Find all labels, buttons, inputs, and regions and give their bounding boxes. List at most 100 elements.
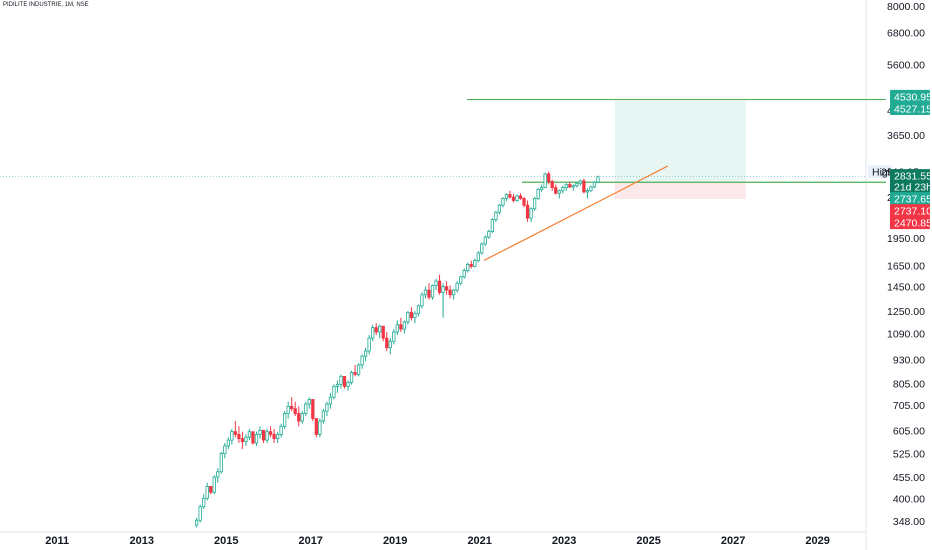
x-tick-label: 2025 [636,535,660,547]
candle-body [564,184,568,188]
candle-body [346,381,350,387]
candle-body [409,311,414,319]
high-label-bg [868,165,892,179]
candle-body [339,375,343,385]
entry-line-tag: 2737.10 [894,206,932,218]
x-tick-label: 2027 [721,535,745,547]
entry-line-tag-bg [890,204,930,218]
candle-body [374,327,378,333]
candle-body [335,383,340,387]
candle-body [427,289,431,298]
candle-body [547,173,551,182]
candle-body [279,425,283,435]
candle-body [265,431,269,441]
candle-body [596,176,600,183]
candle-body [466,264,470,271]
x-tick-label: 2015 [214,535,238,547]
candle-body [286,405,290,414]
candle-body [406,311,410,323]
candle-body [525,204,530,219]
stop-price-tag: 2470.85 [894,218,932,230]
y-tick-label: 6800.00 [887,28,925,40]
candle-body [501,198,505,206]
y-tick-label: 8000.00 [887,1,925,13]
candle-body [402,321,406,330]
candle-body [575,182,579,187]
candle-body [283,413,287,427]
candle-body [522,198,526,206]
candle-body [290,405,294,410]
current-price-tag-bg [890,169,930,183]
candle-body [452,289,456,296]
candle-body [434,280,438,286]
candle-body [483,236,487,245]
current-price-tag: 2831.55 [894,171,932,183]
countdown-tag-bg [890,180,930,194]
entry-price-tag: 2737.65 [894,194,932,206]
candle-body [367,337,371,352]
candle-body [571,185,575,188]
candle-body [363,350,368,357]
target-line-tag: 4527.15 [894,104,932,116]
candle-body [254,434,259,444]
target-line-tag-bg [890,102,930,116]
candle-body [240,438,245,442]
candle-body [205,486,209,499]
candle-body [592,181,597,188]
candle-body [589,186,593,192]
candle-body [578,180,582,184]
candle-body [261,429,266,441]
x-tick-label: 2013 [129,535,153,547]
candle-body [423,289,428,296]
candle-body [223,445,227,455]
y-tick-label: 1650.00 [887,260,925,272]
candle-body [568,184,572,188]
candle-body [490,219,494,232]
x-tick-label: 2017 [298,535,322,547]
profit-zone [614,99,746,183]
candle-body [416,305,421,315]
target-price-tag: 4530.95 [894,91,932,103]
candle-body [508,194,512,198]
candle-body [304,403,308,414]
candle-body [462,270,466,278]
candle-body [212,476,216,493]
candle-body [444,286,449,291]
y-tick-label: 455.00 [893,472,925,484]
candle-body [392,331,396,342]
candle-body [532,198,537,210]
candle-body [585,190,590,193]
candle-body [529,208,533,219]
candle-body [321,410,326,422]
candle-body [557,190,561,194]
candle-body [518,195,523,199]
candle-body [371,327,375,339]
candle-body [413,313,417,319]
candle-body [332,386,336,398]
candle-body [233,431,238,435]
candle-body [497,204,502,213]
candle-body [244,436,248,442]
candle-body [554,187,558,194]
y-tick-label: 705.00 [893,400,925,412]
candle-body [476,252,480,261]
stop-price-tag-bg [890,216,930,230]
candle-body [543,173,547,188]
x-tick-label: 2021 [467,535,491,547]
candle-body [342,375,347,387]
candle-body [388,340,392,349]
candle-body [473,260,477,267]
candle-body [378,325,382,333]
y-tick-label: 605.00 [893,425,925,437]
candle-body [216,471,220,478]
x-tick-label: 2011 [45,535,69,547]
candle-body [226,439,230,447]
y-tick-label: 525.00 [893,449,925,461]
candle-body [300,413,304,422]
candle-body [515,195,519,201]
candle-body [420,294,424,307]
target-price-tag-bg [890,89,930,103]
candle-body [307,399,311,405]
candle-body [430,285,435,298]
